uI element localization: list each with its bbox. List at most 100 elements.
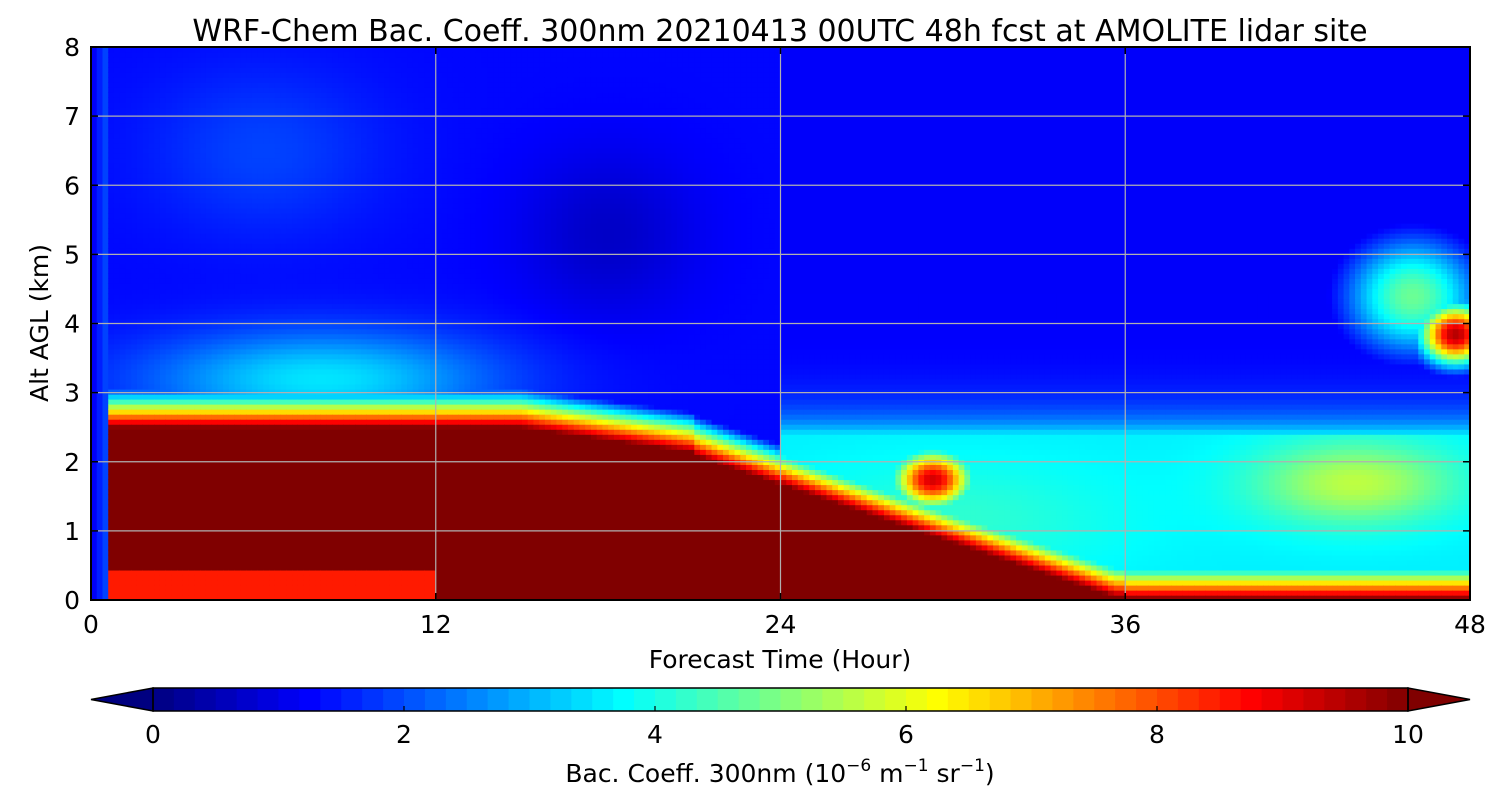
heatmap-cell [154,87,161,93]
heatmap-cell [343,434,351,440]
heatmap-cell [96,162,104,169]
heatmap-cell [165,263,173,269]
heatmap-cell [131,353,138,360]
heatmap-cell [280,212,288,219]
heatmap-cell [228,524,236,531]
heatmap-cell [159,559,167,566]
heatmap-cell [102,202,109,209]
heatmap-cell [125,162,132,169]
heatmap-cell [332,318,339,325]
heatmap-cell [228,303,236,310]
heatmap-cell [234,107,242,114]
heatmap-cell [211,77,219,83]
heatmap-cell [240,97,247,103]
heatmap-cell [228,227,236,234]
heatmap-cell [211,419,219,425]
heatmap-cell [332,248,339,254]
heatmap-cell [91,152,98,159]
heatmap-cell [228,419,236,425]
heatmap-cell [251,132,259,139]
heatmap-cell [280,97,288,103]
heatmap-cell [194,227,201,234]
heatmap-cell [286,167,293,174]
heatmap-cell [102,353,109,360]
heatmap-cell [148,298,155,305]
heatmap-cell [108,328,115,335]
heatmap-cell [148,207,155,214]
heatmap-cell [159,157,167,164]
heatmap-cell [332,388,339,395]
heatmap-cell [320,197,328,204]
heatmap-cell [188,413,196,420]
heatmap-cell [108,72,115,78]
heatmap-cell [217,202,224,209]
heatmap-cell [171,424,178,430]
heatmap-cell [165,127,173,134]
heatmap-cell [332,589,339,596]
heatmap-cell [91,569,98,576]
heatmap-cell [131,393,138,400]
heatmap-cell [159,408,167,415]
heatmap-cell [108,574,115,581]
heatmap-cell [136,529,144,536]
heatmap-cell [257,207,265,214]
heatmap-cell [217,353,224,360]
heatmap-cell [274,363,282,370]
heatmap-cell [119,489,127,496]
heatmap-cell [240,358,247,365]
heatmap-cell [269,127,276,134]
heatmap-cell [188,408,196,415]
heatmap-cell [182,283,190,290]
heatmap-cell [113,278,121,284]
heatmap-cell [148,318,155,325]
heatmap-cell [332,574,339,581]
heatmap-cell [223,217,230,224]
heatmap-cell [188,197,196,204]
heatmap-cell [269,132,276,139]
heatmap-cell [200,227,207,234]
heatmap-cell [171,298,178,305]
heatmap-cell [188,117,196,124]
heatmap-cell [251,519,259,526]
heatmap-cell [154,117,161,124]
heatmap-cell [200,439,207,445]
heatmap-cell [263,353,270,360]
heatmap-cell [142,524,150,531]
heatmap-cell [234,248,242,254]
heatmap-cell [251,444,259,450]
heatmap-cell [194,574,201,581]
heatmap-cell [125,107,132,114]
heatmap-cell [234,594,242,600]
heatmap-cell [297,368,305,375]
heatmap-cell [200,52,207,58]
heatmap-cell [320,378,328,385]
heatmap-cell [154,509,161,516]
heatmap-cell [292,172,299,179]
heatmap-cell [257,579,265,586]
heatmap-cell [131,368,138,375]
heatmap-cell [165,564,173,571]
heatmap-cell [326,298,334,305]
heatmap-cell [159,338,167,345]
heatmap-cell [257,449,265,455]
heatmap-cell [165,132,173,139]
heatmap-cell [119,268,127,274]
heatmap-cell [332,378,339,385]
heatmap-cell [257,499,265,506]
heatmap-cell [200,117,207,124]
heatmap-cell [91,534,98,541]
heatmap-cell [177,413,184,420]
heatmap-cell [269,489,276,496]
heatmap-cell [102,222,109,229]
heatmap-cell [91,197,98,204]
heatmap-cell [171,283,178,290]
heatmap-cell [274,268,282,274]
heatmap-cell [246,308,253,315]
heatmap-cell [205,318,213,325]
heatmap-cell [274,97,282,103]
heatmap-cell [91,464,98,470]
heatmap-cell [217,92,224,98]
heatmap-cell [108,318,115,325]
heatmap-cell [188,584,196,591]
heatmap-cell [263,222,270,229]
